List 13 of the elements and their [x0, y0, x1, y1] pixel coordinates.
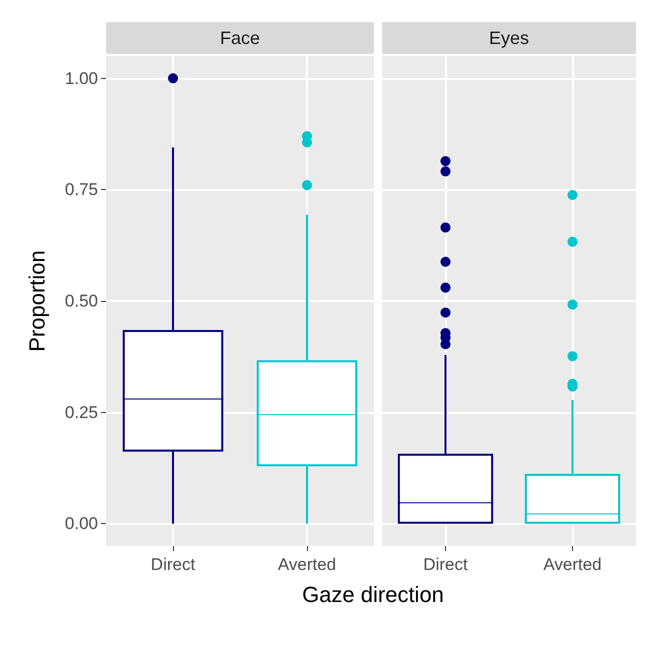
y-tick-label: 0.50 [64, 292, 98, 310]
x-tick-label: Averted [278, 555, 336, 574]
y-tick-label: 0.25 [64, 402, 98, 422]
y-tick-label: 1.00 [64, 68, 98, 88]
y-axis-title: Proportion [24, 250, 50, 352]
x-tick-label: Direct [423, 555, 468, 574]
y-tick-label: 0.75 [64, 180, 98, 200]
x-axis-title: Gaze direction [301, 582, 445, 608]
x-tick-label: Direct [150, 555, 196, 574]
chart-title: Face [220, 28, 260, 48]
y-tick-label: 0.00 [64, 514, 98, 534]
x-tick-label: Averted [543, 555, 602, 574]
chart-title: Eyes [488, 28, 530, 48]
